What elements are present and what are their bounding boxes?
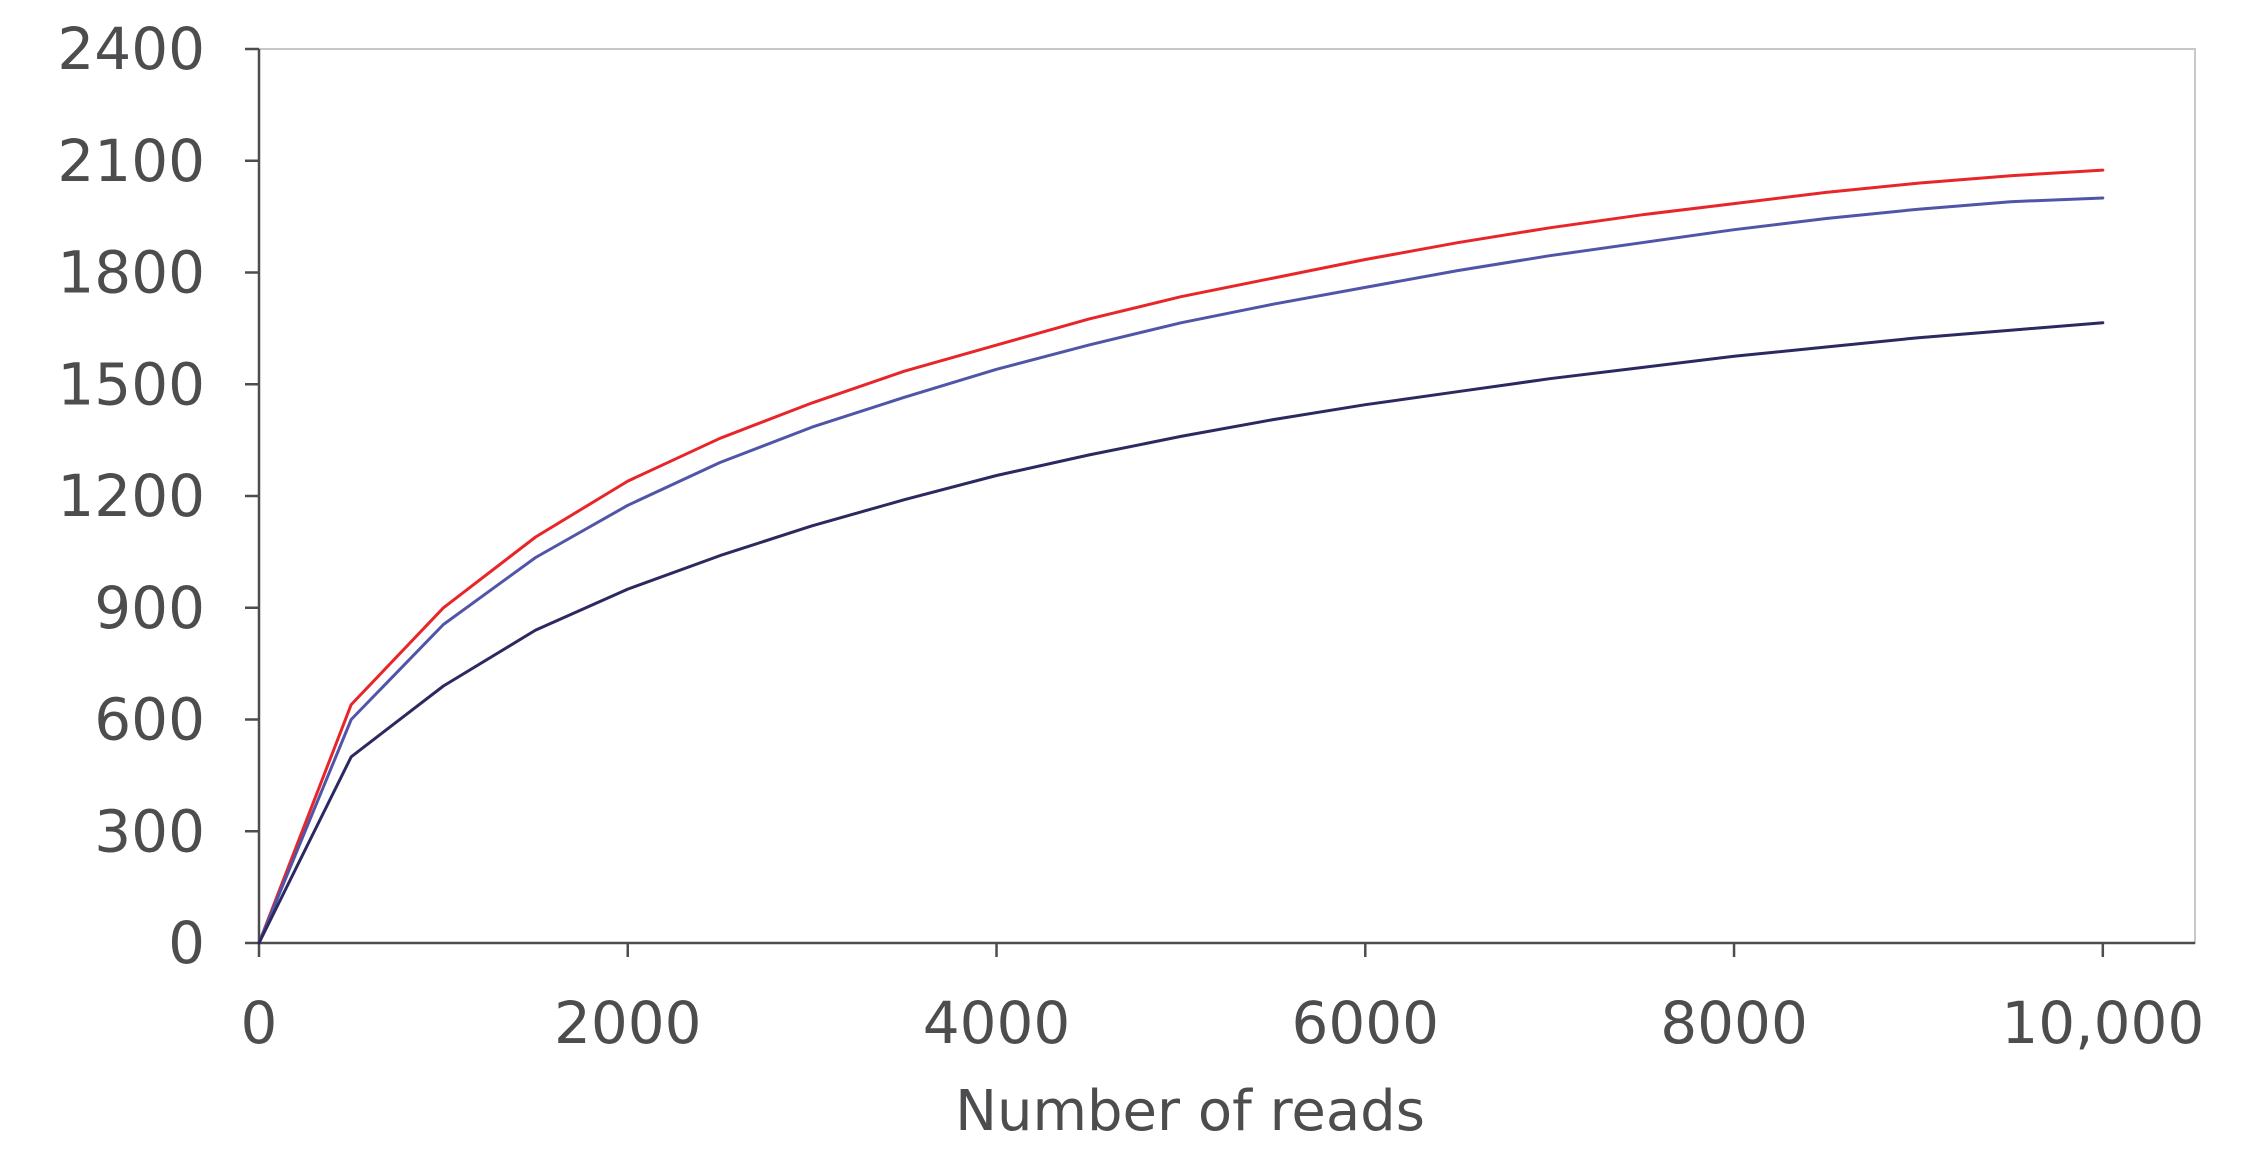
y-tick-label: 900 [94,574,205,642]
series-lines [257,168,2105,945]
x-tick-label: 4000 [923,989,1071,1057]
x-tick-label: 8000 [1660,989,1808,1057]
y-tick-label: 1200 [57,462,205,530]
series-line-3 [257,321,2105,945]
y-tick-label: 300 [94,797,205,865]
y-tick-label: 1500 [57,350,205,418]
series-line-1 [257,168,2105,945]
x-tick-label: 6000 [1291,989,1439,1057]
x-tick-label: 0 [241,989,278,1057]
y-tick-label: 600 [94,686,205,754]
y-tick-label: 2400 [57,15,205,83]
y-tick-label: 1800 [57,239,205,307]
x-axis-title: Number of reads [955,1079,1425,1144]
y-tick-label: 0 [168,909,205,977]
x-axis-ticks: 0 2000 4000 6000 8000 10,000 [241,943,2204,1057]
x-tick-label: 2000 [554,989,702,1057]
x-tick-label: 10,000 [2001,989,2204,1057]
y-tick-label: 2100 [57,127,205,195]
series-line-2 [257,196,2105,945]
y-axis-ticks: 0 300 600 900 1200 1500 1800 2100 2400 [57,15,259,977]
